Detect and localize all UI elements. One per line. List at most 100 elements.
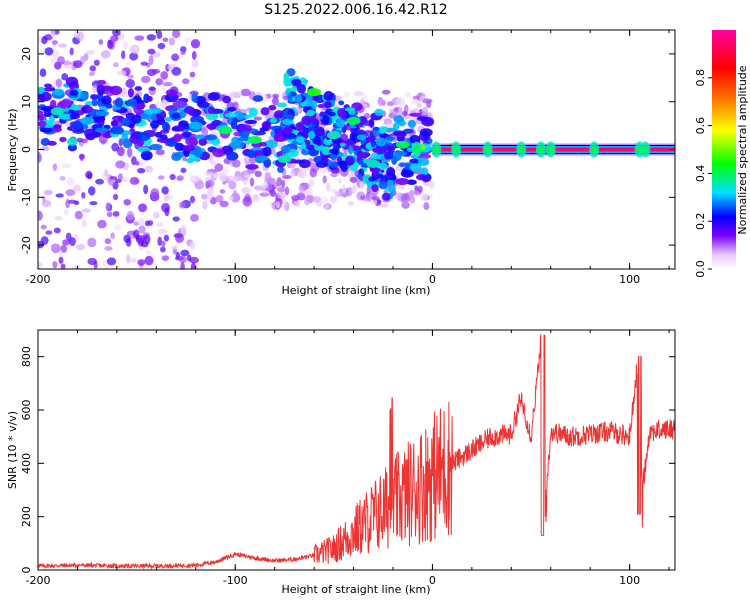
spectrogram-speckle bbox=[277, 192, 286, 200]
spectrogram-speckle bbox=[416, 103, 422, 108]
spectrogram-speckle bbox=[359, 181, 364, 191]
spectrogram-streak bbox=[335, 118, 346, 128]
spectrogram-speckle bbox=[138, 225, 146, 234]
spectrogram-speckle bbox=[163, 196, 169, 202]
spectrogram-streak bbox=[345, 156, 355, 166]
spectrogram-speckle bbox=[85, 170, 93, 179]
carrier-blob-core bbox=[547, 145, 554, 154]
snr-y-tick-label: 200 bbox=[20, 506, 33, 527]
spectrogram-speckle bbox=[171, 30, 181, 39]
spectrogram-speckle bbox=[161, 255, 170, 262]
spectrogram-speckle bbox=[104, 246, 113, 251]
spectrogram-streak bbox=[321, 146, 332, 156]
colorbar-tick-label: 0.8 bbox=[694, 69, 707, 87]
spectrogram-y-tick-label: 0 bbox=[20, 146, 33, 153]
spectrogram-band bbox=[244, 119, 258, 125]
spectrogram-band bbox=[268, 104, 277, 111]
spectrogram-speckle bbox=[324, 203, 330, 210]
spectrogram-band bbox=[230, 119, 238, 130]
spectrogram-band bbox=[134, 103, 146, 109]
spectrogram-speckle bbox=[43, 189, 53, 196]
spectrogram-band bbox=[38, 87, 46, 95]
spectrogram-streak bbox=[329, 153, 338, 160]
spectrogram-streak bbox=[356, 173, 362, 180]
spectrogram-speckle bbox=[241, 88, 251, 97]
spectrogram-speckle bbox=[107, 39, 114, 49]
carrier-blob-core bbox=[642, 145, 649, 154]
spectrogram-band bbox=[171, 153, 182, 162]
spectrogram-speckle bbox=[107, 178, 115, 186]
spectrogram-speckle bbox=[63, 59, 71, 70]
spectrogram-speckle bbox=[93, 59, 100, 66]
spectrogram-speckle bbox=[106, 257, 117, 266]
spectrogram-speckle bbox=[329, 195, 338, 204]
spectrogram-streak bbox=[294, 94, 303, 103]
spectrogram-speckle bbox=[68, 199, 77, 204]
spectrogram-speckle bbox=[150, 188, 160, 198]
spectrogram-speckle bbox=[148, 55, 154, 66]
spectrogram-speckle bbox=[349, 176, 358, 183]
spectrogram-speckle bbox=[238, 171, 249, 176]
spectrogram-x-tick-label: 0 bbox=[429, 273, 436, 286]
spectrogram-speckle bbox=[61, 73, 69, 81]
spectrogram-speckle bbox=[87, 237, 97, 248]
spectrogram-speckle bbox=[144, 165, 154, 173]
snr-x-tick-label: 0 bbox=[429, 574, 436, 587]
spectrogram-band bbox=[194, 134, 206, 140]
spectrogram-speckle bbox=[420, 192, 428, 202]
spectrogram-speckle bbox=[161, 202, 171, 213]
spectrogram-speckle bbox=[126, 147, 133, 158]
colorbar-ticks: 0.0 0.2 0.4 0.6 0.8 bbox=[694, 69, 712, 278]
spectrogram-streak bbox=[328, 111, 336, 117]
spectrogram-speckle bbox=[232, 189, 238, 200]
spectrogram-speckle bbox=[62, 239, 71, 246]
spectrogram-streak bbox=[379, 126, 386, 134]
spectrogram-speckle bbox=[60, 263, 66, 269]
spectrogram-speckle bbox=[115, 160, 126, 169]
spectrogram-band bbox=[247, 149, 255, 159]
spectrogram-band bbox=[144, 108, 158, 116]
spectrogram-band bbox=[235, 112, 245, 121]
spectrogram-streak bbox=[371, 184, 379, 193]
spectrogram-speckle bbox=[254, 170, 262, 178]
spectrogram-speckle bbox=[190, 175, 200, 184]
spectrogram-streak bbox=[375, 137, 387, 147]
spectrogram-band bbox=[172, 100, 187, 109]
spectrogram-band bbox=[406, 147, 413, 153]
spectrogram-band bbox=[245, 163, 259, 170]
spectrogram-speckle bbox=[81, 138, 88, 144]
spectrogram-speckle bbox=[270, 192, 278, 198]
spectrogram-speckle bbox=[242, 196, 253, 207]
spectrogram-streak bbox=[337, 107, 347, 118]
spectrogram-speckle bbox=[163, 234, 170, 242]
spectrogram-speckle bbox=[396, 192, 403, 202]
spectrogram-speckle bbox=[396, 172, 401, 179]
spectrogram-streak bbox=[306, 144, 316, 151]
spectrogram-cluster bbox=[109, 126, 124, 135]
spectrogram-streak bbox=[386, 167, 396, 177]
snr-x-axis-label: Height of straight line (km) bbox=[281, 583, 430, 596]
spectrogram-speckle bbox=[140, 241, 149, 248]
spectrogram-speckle bbox=[148, 86, 156, 91]
spectrogram-speckle bbox=[334, 190, 343, 198]
spectrogram-speckle bbox=[53, 227, 61, 234]
spectrogram-speckle bbox=[112, 211, 120, 217]
spectrogram-streak bbox=[369, 167, 381, 173]
spectrogram-band bbox=[134, 86, 143, 92]
spectrogram-speckle bbox=[381, 89, 391, 95]
spectrogram-speckle bbox=[147, 48, 156, 55]
spectrogram-speckle bbox=[201, 127, 209, 138]
spectrogram-band bbox=[374, 108, 384, 117]
spectrogram-speckle bbox=[133, 229, 140, 239]
spectrogram-speckle bbox=[191, 59, 199, 68]
spectrogram-speckle bbox=[397, 105, 403, 116]
spectrogram-speckle bbox=[39, 68, 47, 77]
spectrogram-speckle bbox=[204, 171, 214, 177]
spectrogram-speckle bbox=[180, 224, 187, 235]
colorbar: 0.0 0.2 0.4 0.6 0.8 Normalized spectral ampl… bbox=[694, 30, 749, 278]
snr-x-tick-label: 100 bbox=[619, 574, 640, 587]
spectrogram-streak bbox=[322, 114, 330, 125]
spectrogram-band bbox=[207, 107, 216, 114]
spectrogram-speckle bbox=[261, 181, 269, 189]
